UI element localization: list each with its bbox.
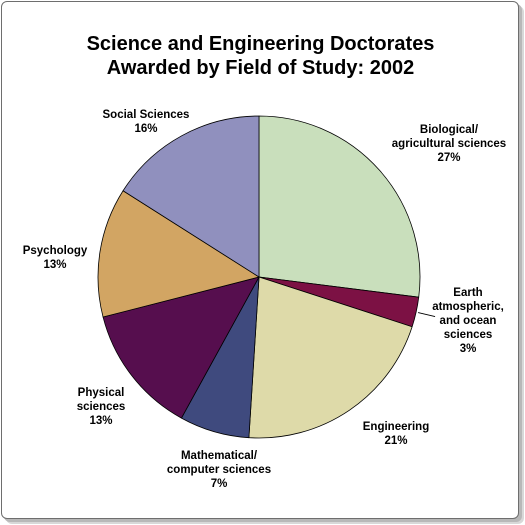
slice-name-label: sciences xyxy=(77,401,126,413)
slice-name-label: Earth xyxy=(453,287,482,299)
slice-label-2: Earth atmospheric, and ocean sciences 3% xyxy=(432,287,504,355)
slice-label-1: Biological/agricultural sciences 27% xyxy=(392,124,506,164)
slice-label-5: Physical sciences 13% xyxy=(77,387,126,427)
pie-slice-3 xyxy=(248,276,413,439)
slice-label-6: Psychology 13% xyxy=(23,245,88,271)
slice-value-label: 3% xyxy=(460,343,477,355)
slice-name-label: Social Sciences xyxy=(103,109,190,121)
slice-name-label: Engineering xyxy=(363,421,429,433)
leader-line-2 xyxy=(417,312,436,318)
slice-name-label: Mathematical/ xyxy=(181,450,258,462)
slice-label-3: Engineering 21% xyxy=(363,421,429,447)
chart-frame: Science and Engineering Doctorates Award… xyxy=(1,1,519,519)
pie-slice-5 xyxy=(102,276,260,419)
slice-name-label: sciences xyxy=(444,329,493,341)
pie-slices xyxy=(97,115,421,439)
slice-value-label: 7% xyxy=(211,478,228,490)
slice-name-label: and ocean xyxy=(440,315,497,327)
pie-slice-6 xyxy=(97,190,260,318)
slice-name-label: atmospheric, xyxy=(432,301,504,313)
slice-name-label: computer sciences xyxy=(167,464,271,476)
slice-label-7: Social Sciences 16% xyxy=(103,109,190,135)
slice-value-label: 13% xyxy=(89,415,112,427)
slice-name-label: Physical xyxy=(78,387,125,399)
pie-chart: Biological/agricultural sciences 27% Earth… xyxy=(23,109,506,490)
pie-slice-1 xyxy=(258,115,421,298)
slice-value-label: 13% xyxy=(43,259,66,271)
leader-lines xyxy=(417,312,436,318)
slice-labels: Biological/agricultural sciences 27% Earth… xyxy=(23,109,506,490)
slice-value-label: 21% xyxy=(384,435,407,447)
slice-name-label: Biological/ xyxy=(420,124,479,136)
chart-title-line-2: Awarded by Field of Study: 2002 xyxy=(106,57,415,79)
slice-value-label: 27% xyxy=(437,152,460,164)
slice-name-label: agricultural sciences xyxy=(392,138,506,150)
chart-title-line-1: Science and Engineering Doctorates xyxy=(86,33,435,55)
slice-name-label: Psychology xyxy=(23,245,88,257)
slice-label-4: Mathematical/computer sciences 7% xyxy=(167,450,271,490)
pie-slice-7 xyxy=(122,115,260,278)
slice-value-label: 16% xyxy=(134,123,157,135)
